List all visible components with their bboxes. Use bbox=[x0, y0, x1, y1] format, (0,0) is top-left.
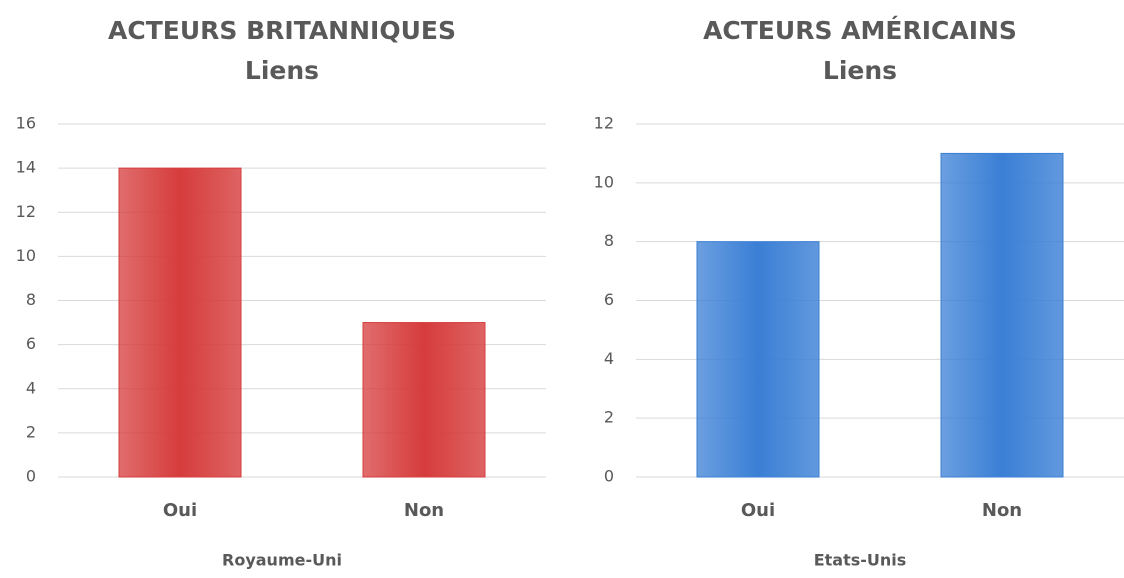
y-tick-label: 12 bbox=[594, 114, 614, 133]
chart-title: ACTEURS BRITANNIQUES bbox=[108, 16, 456, 45]
y-tick-label: 8 bbox=[26, 290, 36, 309]
y-tick-label: 4 bbox=[604, 349, 614, 368]
y-tick-label: 10 bbox=[594, 172, 614, 191]
bar bbox=[696, 241, 820, 478]
bar bbox=[940, 152, 1064, 478]
x-tick-label: Non bbox=[404, 500, 444, 521]
y-tick-label: 2 bbox=[604, 408, 614, 427]
x-tick-label: Oui bbox=[741, 500, 775, 521]
x-axis-label: Etats-Unis bbox=[814, 551, 907, 570]
y-tick-label: 6 bbox=[604, 290, 614, 309]
bar bbox=[362, 322, 486, 478]
x-tick-label: Oui bbox=[163, 500, 197, 521]
chart-subtitle: Liens bbox=[823, 56, 897, 85]
y-tick-label: 2 bbox=[26, 422, 36, 441]
x-axis-label: Royaume-Uni bbox=[222, 551, 342, 570]
y-tick-label: 10 bbox=[16, 246, 36, 265]
y-tick-label: 0 bbox=[26, 467, 36, 486]
y-tick-label: 16 bbox=[16, 114, 36, 133]
x-tick-label: Non bbox=[982, 500, 1022, 521]
y-tick-label: 6 bbox=[26, 334, 36, 353]
y-tick-label: 4 bbox=[26, 378, 36, 397]
y-tick-label: 8 bbox=[604, 231, 614, 250]
chart-subtitle: Liens bbox=[245, 56, 319, 85]
y-tick-label: 14 bbox=[16, 158, 36, 177]
y-tick-label: 12 bbox=[16, 202, 36, 221]
y-tick-label: 0 bbox=[604, 467, 614, 486]
bar bbox=[118, 167, 242, 478]
chart-title: ACTEURS AMÉRICAINS bbox=[703, 16, 1017, 45]
